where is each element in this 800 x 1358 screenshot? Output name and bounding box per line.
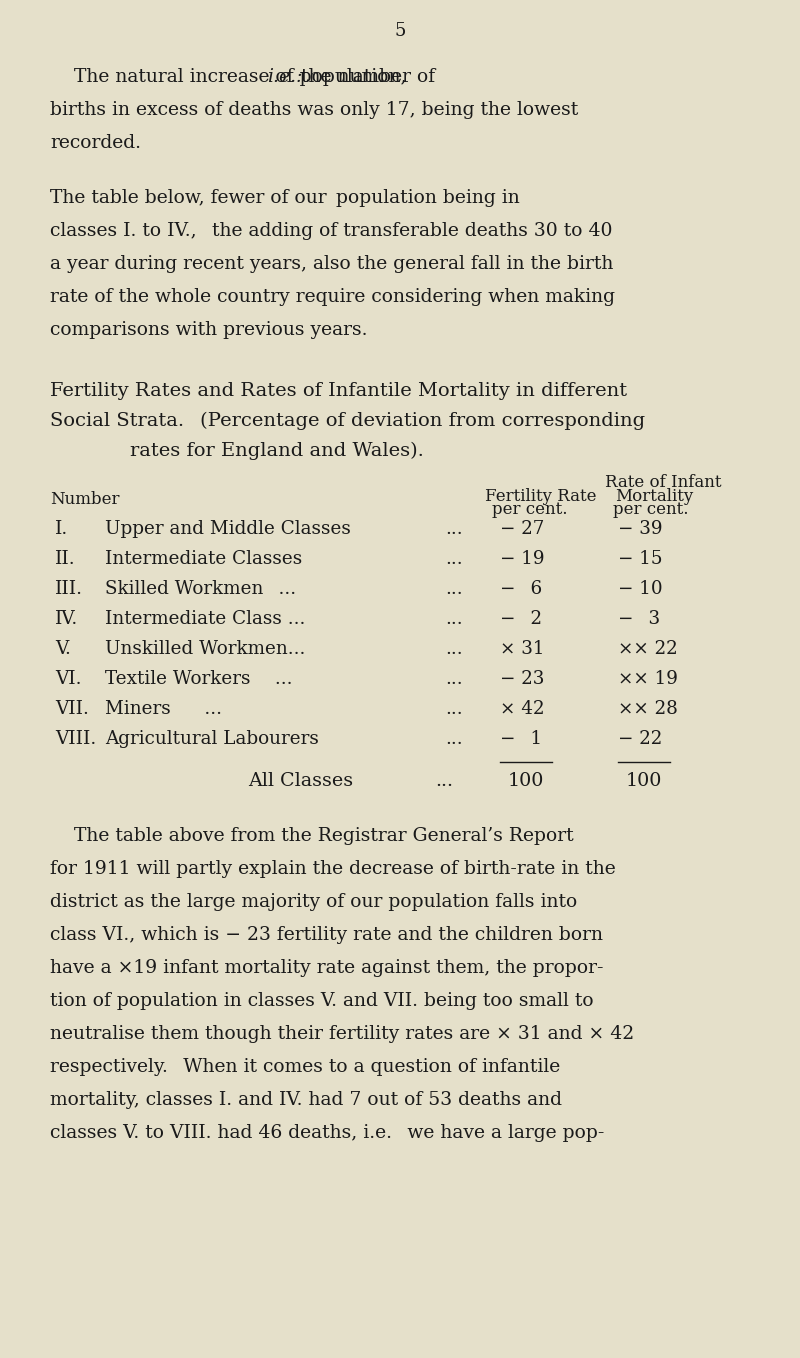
Text: Social Strata.  (Percentage of deviation from corresponding: Social Strata. (Percentage of deviation … [50, 411, 645, 430]
Text: − 22: − 22 [618, 731, 662, 748]
Text: ...: ... [445, 731, 462, 748]
Text: class VI., which is − 23 fertility rate and the children born: class VI., which is − 23 fertility rate … [50, 926, 603, 944]
Text: comparisons with previous years.: comparisons with previous years. [50, 320, 367, 340]
Text: − 10: − 10 [618, 580, 662, 598]
Text: VII.: VII. [55, 699, 89, 718]
Text: Intermediate Classes: Intermediate Classes [105, 550, 302, 568]
Text: −  2: − 2 [500, 610, 542, 627]
Text: rates for England and Wales).: rates for England and Wales). [130, 441, 424, 460]
Text: − 19: − 19 [500, 550, 545, 568]
Text: Number: Number [50, 492, 119, 508]
Text: ⨯× 19: ⨯× 19 [618, 669, 678, 689]
Text: rate of the whole country require considering when making: rate of the whole country require consid… [50, 288, 615, 306]
Text: ...: ... [445, 640, 462, 659]
Text: Rate of Infant: Rate of Infant [605, 474, 722, 492]
Text: ⨯× 22: ⨯× 22 [618, 640, 678, 659]
Text: ⨯ 42: ⨯ 42 [500, 699, 545, 718]
Text: ...: ... [445, 520, 462, 538]
Text: a year during recent years, also the general fall in the birth: a year during recent years, also the gen… [50, 255, 614, 273]
Text: Fertility Rate: Fertility Rate [485, 488, 597, 505]
Text: tion of population in classes V. and VII. being too small to: tion of population in classes V. and VII… [50, 991, 594, 1010]
Text: VI.: VI. [55, 669, 82, 689]
Text: classes I. to IV.,  the adding of transferable deaths 30 to 40: classes I. to IV., the adding of transfe… [50, 221, 613, 240]
Text: Skilled Workmen  ...: Skilled Workmen ... [105, 580, 296, 598]
Text: per cent.: per cent. [492, 501, 567, 517]
Text: for 1911 will partly explain the decrease of birth-rate in the: for 1911 will partly explain the decreas… [50, 860, 616, 879]
Text: the number of: the number of [294, 68, 434, 86]
Text: classes V. to VIII. had 46 deaths, i.e.  we have a large pop-: classes V. to VIII. had 46 deaths, i.e. … [50, 1124, 604, 1142]
Text: VIII.: VIII. [55, 731, 96, 748]
Text: The table above from the Registrar General’s Report: The table above from the Registrar Gener… [50, 827, 574, 845]
Text: ...: ... [445, 610, 462, 627]
Text: − 23: − 23 [500, 669, 544, 689]
Text: Upper and Middle Classes: Upper and Middle Classes [105, 520, 351, 538]
Text: −  1: − 1 [500, 731, 542, 748]
Text: All Classes: All Classes [248, 771, 353, 790]
Text: ⨯× 28: ⨯× 28 [618, 699, 678, 718]
Text: recorded.: recorded. [50, 134, 141, 152]
Text: 5: 5 [394, 22, 406, 39]
Text: ...: ... [445, 550, 462, 568]
Text: ⨯ 31: ⨯ 31 [500, 640, 545, 659]
Text: district as the large majority of our population falls into: district as the large majority of our po… [50, 894, 578, 911]
Text: have a ⨯19 infant mortality rate against them, the propor-: have a ⨯19 infant mortality rate against… [50, 959, 603, 976]
Text: V.: V. [55, 640, 71, 659]
Text: Miners    ...: Miners ... [105, 699, 222, 718]
Text: ...: ... [445, 669, 462, 689]
Text: Mortality: Mortality [615, 488, 694, 505]
Text: ...: ... [445, 699, 462, 718]
Text: ...: ... [445, 580, 462, 598]
Text: Fertility Rates and Rates of Infantile Mortality in different: Fertility Rates and Rates of Infantile M… [50, 382, 627, 401]
Text: − 39: − 39 [618, 520, 662, 538]
Text: respectively.  When it comes to a question of infantile: respectively. When it comes to a questio… [50, 1058, 560, 1076]
Text: births in excess of deaths was only 17, being the lowest: births in excess of deaths was only 17, … [50, 100, 578, 120]
Text: Unskilled Workmen...: Unskilled Workmen... [105, 640, 306, 659]
Text: mortality, classes I. and IV. had 7 out of 53 deaths and: mortality, classes I. and IV. had 7 out … [50, 1090, 562, 1109]
Text: Textile Workers   ...: Textile Workers ... [105, 669, 293, 689]
Text: III.: III. [55, 580, 83, 598]
Text: 100: 100 [508, 771, 544, 790]
Text: Agricultural Labourers: Agricultural Labourers [105, 731, 319, 748]
Text: Intermediate Class ...: Intermediate Class ... [105, 610, 306, 627]
Text: −  3: − 3 [618, 610, 660, 627]
Text: The natural increase of population,: The natural increase of population, [50, 68, 416, 86]
Text: − 27: − 27 [500, 520, 544, 538]
Text: −  6: − 6 [500, 580, 542, 598]
Text: per cent.: per cent. [613, 501, 689, 517]
Text: − 15: − 15 [618, 550, 662, 568]
Text: The table below, fewer of our population being in: The table below, fewer of our population… [50, 189, 520, 206]
Text: I.: I. [55, 520, 68, 538]
Text: ...: ... [435, 771, 453, 790]
Text: neutralise them though their fertility rates are ⨯ 31 and ⨯ 42: neutralise them though their fertility r… [50, 1025, 634, 1043]
Text: i.e.:: i.e.: [267, 68, 303, 86]
Text: IV.: IV. [55, 610, 78, 627]
Text: 100: 100 [626, 771, 662, 790]
Text: II.: II. [55, 550, 76, 568]
